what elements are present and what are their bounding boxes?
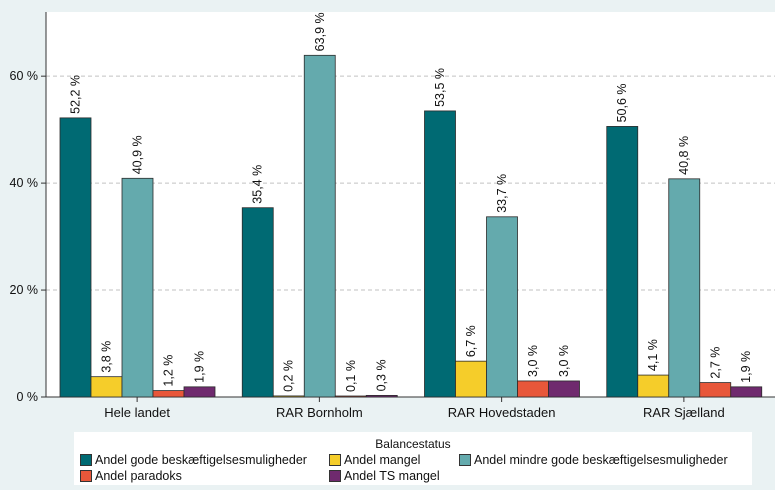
bar	[668, 178, 701, 398]
legend-label-mangel: Andel mangel	[344, 453, 421, 467]
data-label: 35,4 %	[251, 165, 265, 204]
bar	[272, 395, 305, 398]
x-tick-label: RAR Sjælland	[643, 405, 725, 420]
bar	[90, 376, 123, 398]
legend-swatch-gode	[80, 454, 92, 466]
legend: Balancestatus Andel gode beskæftigelsesm…	[74, 432, 752, 485]
legend-item-gode: Andel gode beskæftigelsesmuligheder	[80, 453, 307, 467]
data-label: 3,0 %	[557, 345, 571, 377]
bar	[517, 380, 549, 398]
data-label: 1,9 %	[739, 351, 753, 383]
bar	[152, 390, 185, 398]
y-tick-label: 20 %	[10, 283, 39, 297]
data-label: 40,8 %	[677, 136, 691, 175]
bar	[637, 374, 670, 398]
bar	[365, 394, 398, 398]
data-label: 53,5 %	[433, 68, 447, 107]
legend-swatch-mangel	[329, 454, 341, 466]
bar	[241, 207, 274, 398]
legend-label-gode: Andel gode beskæftigelsesmuligheder	[95, 453, 307, 467]
data-label: 6,7 %	[464, 325, 478, 357]
legend-title: Balancestatus	[375, 437, 451, 451]
data-label: 0,2 %	[282, 360, 296, 392]
bar	[334, 395, 367, 398]
legend-swatch-paradoks	[80, 470, 92, 482]
bar	[699, 382, 732, 398]
data-label: 40,9 %	[131, 135, 145, 174]
data-label: 3,8 %	[100, 341, 114, 373]
data-label: 0,1 %	[344, 360, 358, 392]
legend-label-paradoks: Andel paradoks	[95, 469, 182, 483]
data-label: 63,9 %	[313, 12, 327, 51]
bar	[455, 360, 487, 398]
legend-label-ts-mangel: Andel TS mangel	[344, 469, 440, 483]
bar	[121, 177, 154, 398]
legend-item-paradoks: Andel paradoks	[80, 469, 182, 483]
data-label: 3,0 %	[526, 345, 540, 377]
legend-item-ts-mangel: Andel TS mangel	[329, 469, 440, 483]
data-label: 0,3 %	[375, 359, 389, 391]
data-label: 2,7 %	[708, 347, 722, 379]
legend-swatch-mindre-gode	[459, 454, 471, 466]
data-label: 4,1 %	[646, 339, 660, 371]
y-tick-label: 60 %	[10, 69, 39, 83]
bar	[303, 54, 336, 398]
x-tick-label: RAR Bornholm	[276, 405, 363, 420]
bar	[606, 126, 639, 398]
bar	[548, 380, 580, 398]
data-label: 33,7 %	[495, 174, 509, 213]
bar	[59, 117, 92, 398]
plot-area	[46, 12, 775, 397]
bar	[730, 386, 763, 398]
x-tick-label: Hele landet	[104, 405, 170, 420]
data-label: 50,6 %	[615, 84, 629, 123]
legend-item-mangel: Andel mangel	[329, 453, 420, 467]
legend-label-mindre-gode: Andel mindre gode beskæftigelsesmulighed…	[474, 453, 728, 467]
bar	[424, 110, 456, 398]
data-label: 52,2 %	[69, 75, 83, 114]
y-tick-label: 0 %	[16, 390, 38, 404]
x-tick-label: RAR Hovedstaden	[448, 405, 556, 420]
bar	[486, 216, 518, 398]
data-label: 1,2 %	[162, 355, 176, 387]
data-label: 1,9 %	[193, 351, 207, 383]
legend-item-mindre-gode: Andel mindre gode beskæftigelsesmulighed…	[459, 453, 728, 467]
y-tick-label: 40 %	[10, 176, 39, 190]
legend-swatch-ts-mangel	[329, 470, 341, 482]
bar	[183, 386, 216, 398]
